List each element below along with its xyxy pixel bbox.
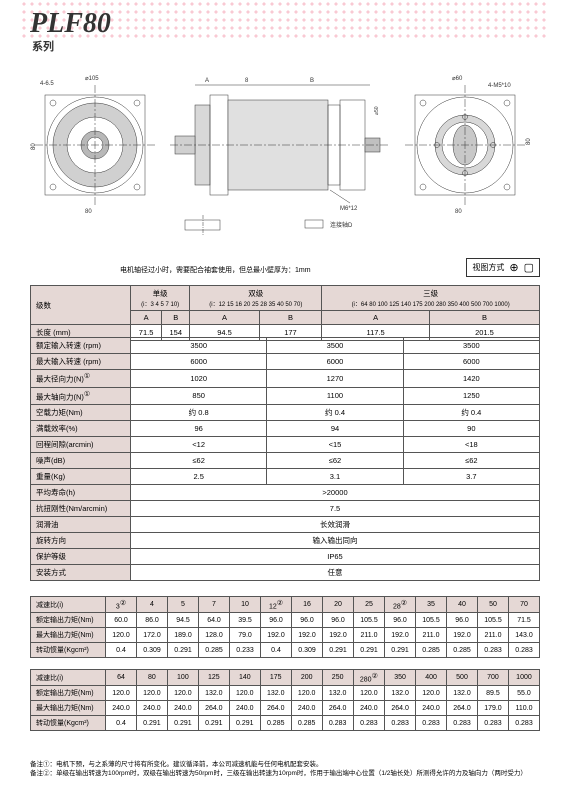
technical-drawing: 4-6.5 ⌀105 80 80 A 8 B ⌀50 M6*12 连接轴D [30,55,540,250]
svg-text:B: B [310,78,314,84]
svg-text:连接轴D: 连接轴D [330,221,353,229]
svg-text:80: 80 [31,143,37,150]
symbol-2: ▢ [524,261,534,274]
product-title: PLF80 [30,8,111,40]
specs-table: 额定输入转速 (rpm)350035003500最大输入转速 (rpm)6000… [30,337,540,581]
stages-table: 级数单级(i：3 4 5 7 10)双级(i：12 15 16 20 25 28… [30,285,540,341]
svg-text:80: 80 [526,138,532,145]
page-header: PLF80 系列 [30,8,111,54]
svg-text:⌀60: ⌀60 [452,76,463,82]
footnote-1: 备注①：电机下预，与之系薄的尺寸将有所变化。建议循泽前，本公司减速机能与任何电机… [30,760,540,770]
drawing-note: 电机轴径过小时，需要配合袖套使用，但总最小壁厚为：1mm [120,265,311,275]
svg-text:4-M5*10: 4-M5*10 [488,83,511,89]
svg-text:A: A [205,78,209,84]
svg-text:⌀50: ⌀50 [374,106,380,115]
svg-text:M6*12: M6*12 [340,206,358,212]
view-label: 视图方式 [472,262,504,273]
series-subtitle: 系列 [32,38,111,54]
svg-text:80: 80 [455,209,462,215]
footnote-2: 备注②：单级在输出转速为100rpm时，双级在输出转速为50rpm时，三级在输出… [30,769,540,779]
footnotes: 备注①：电机下预，与之系薄的尺寸将有所变化。建议循泽前，本公司减速机能与任何电机… [30,760,540,780]
svg-text:8: 8 [245,78,249,84]
svg-text:80: 80 [85,209,92,215]
ratio-table-2: 减速比(i)6480100125140175200250280②35040050… [30,669,540,731]
drawing-svg: 4-6.5 ⌀105 80 80 A 8 B ⌀50 M6*12 连接轴D [30,55,540,250]
view-direction-box: 视图方式 ⊕ ▢ [466,258,540,277]
ratio-table-1: 减速比(i)3②4571012②16202528②35405070额定输出力矩(… [30,596,540,658]
svg-text:4-6.5: 4-6.5 [40,81,54,87]
symbol-1: ⊕ [509,261,518,274]
svg-text:⌀105: ⌀105 [85,76,99,82]
